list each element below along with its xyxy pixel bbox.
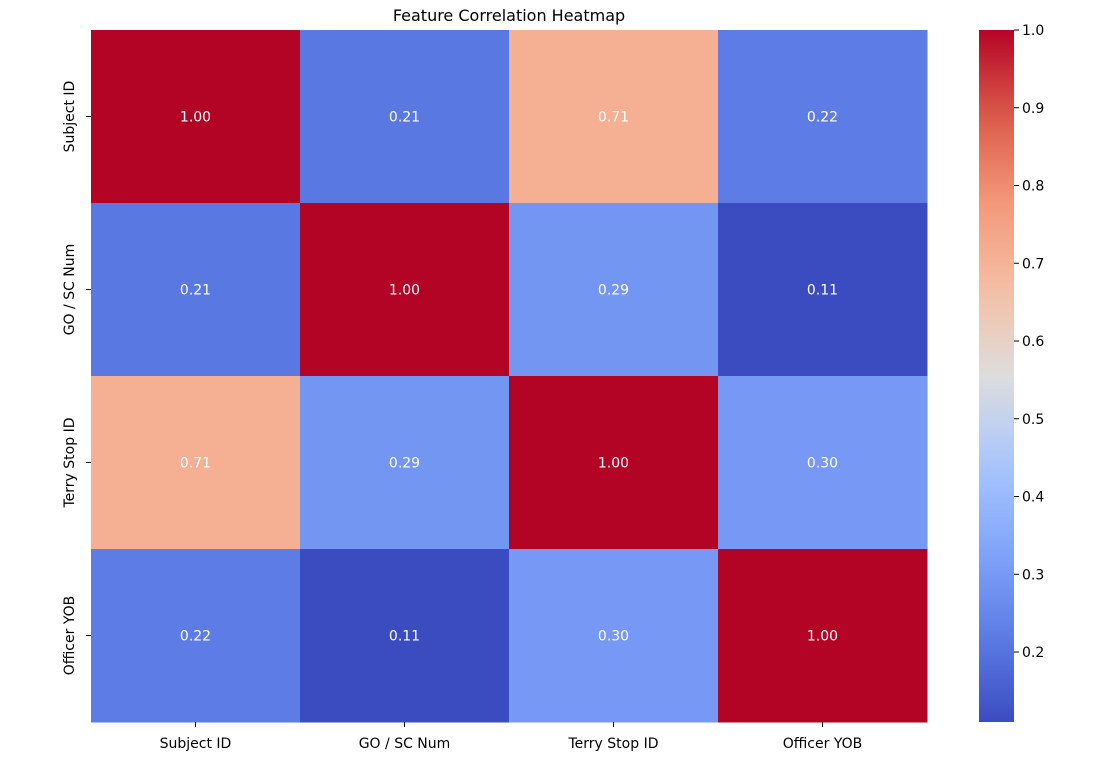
colorbar-tick-label: 0.8 [1022, 179, 1044, 195]
cell-annotation: 0.29 [389, 456, 420, 472]
colorbar-tick-label: 0.4 [1022, 490, 1044, 506]
x-tick-label: Subject ID [160, 736, 232, 752]
heatmap-cell [718, 30, 928, 204]
cell-annotation: 0.11 [807, 283, 838, 299]
y-tick-label: Officer YOB [62, 596, 78, 675]
cell-annotation: 1.00 [598, 456, 629, 472]
heatmap-cell [509, 376, 719, 550]
cell-annotations: 1.00 0.21 0.71 0.22 0.21 1.00 0.29 0.11 0.71 0.29… [180, 110, 838, 645]
heatmap-cell [91, 376, 301, 550]
heatmap-cell [91, 30, 301, 204]
heatmap-cell [509, 30, 719, 204]
heatmap-cell [300, 376, 510, 550]
chart-title: Feature Correlation Heatmap [393, 6, 625, 25]
colorbar-tick-label: 0.5 [1022, 412, 1044, 428]
cell-annotation: 0.21 [389, 110, 420, 126]
colorbar-tick-label: 0.3 [1022, 567, 1044, 583]
x-tick-label: Officer YOB [783, 736, 862, 752]
y-axis: Subject ID GO / SC Num Terry Stop ID Office… [62, 81, 91, 675]
cell-annotation: 1.00 [389, 283, 420, 299]
cell-annotation: 1.00 [807, 629, 838, 645]
y-tick-label: GO / SC Num [62, 244, 78, 336]
heatmap-cell [718, 549, 928, 723]
colorbar-tick-label: 0.7 [1022, 256, 1044, 272]
x-tick-label: GO / SC Num [359, 736, 451, 752]
cell-annotation: 0.11 [389, 629, 420, 645]
y-tick-label: Terry Stop ID [62, 418, 78, 509]
heatmap-cell [718, 376, 928, 550]
x-axis: Subject ID GO / SC Num Terry Stop ID Office… [160, 722, 862, 752]
colorbar-tick-label: 0.2 [1022, 645, 1044, 661]
heatmap-cell [718, 203, 928, 377]
cell-annotation: 0.22 [180, 629, 211, 645]
heatmap-cells [91, 30, 928, 723]
colorbar-tick-label: 0.6 [1022, 334, 1044, 350]
colorbar-gradient [979, 30, 1014, 722]
cell-annotation: 0.30 [598, 629, 629, 645]
cell-annotation: 0.30 [807, 456, 838, 472]
heatmap-cell [300, 203, 510, 377]
cell-annotation: 0.71 [180, 456, 211, 472]
cell-annotation: 0.21 [180, 283, 211, 299]
heatmap-cell [300, 549, 510, 723]
y-tick-label: Subject ID [62, 81, 78, 153]
heatmap-cell [509, 203, 719, 377]
colorbar-tick-label: 1.0 [1022, 23, 1044, 39]
cell-annotation: 0.29 [598, 283, 629, 299]
heatmap-cell [91, 549, 301, 723]
x-tick-label: Terry Stop ID [568, 736, 659, 752]
heatmap-cell [300, 30, 510, 204]
colorbar: 0.2 0.3 0.4 0.5 0.6 0.7 0.8 0.9 1.0 [979, 23, 1044, 722]
colorbar-tick-label: 0.9 [1022, 101, 1044, 117]
cell-annotation: 0.22 [807, 110, 838, 126]
heatmap-cell [509, 549, 719, 723]
cell-annotation: 0.71 [598, 110, 629, 126]
cell-annotation: 1.00 [180, 110, 211, 126]
heatmap-cell [91, 203, 301, 377]
